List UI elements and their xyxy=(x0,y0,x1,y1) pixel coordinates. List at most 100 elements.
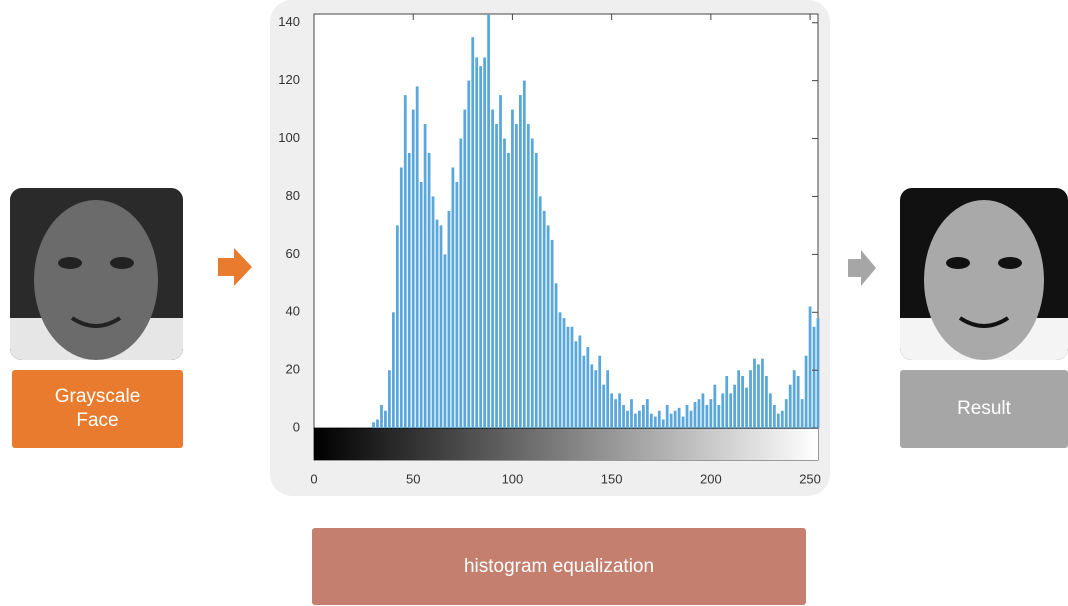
bar xyxy=(546,225,550,429)
bar xyxy=(721,393,725,429)
bar xyxy=(792,370,796,429)
bar xyxy=(399,167,403,429)
bar xyxy=(479,66,483,429)
bar xyxy=(483,57,487,429)
x-tick-label: 250 xyxy=(799,471,821,486)
process-label: histogram equalization xyxy=(312,528,806,605)
bar xyxy=(447,210,451,429)
bar xyxy=(772,404,776,429)
bar xyxy=(403,95,407,429)
bar xyxy=(693,402,697,429)
bar xyxy=(455,181,459,429)
bar xyxy=(705,404,709,429)
bar xyxy=(622,404,625,429)
bar xyxy=(407,153,411,429)
bar xyxy=(749,370,752,429)
bar xyxy=(725,376,729,429)
bar xyxy=(526,124,530,429)
bar xyxy=(554,283,558,429)
bar xyxy=(515,124,518,429)
bar xyxy=(788,384,792,429)
bar xyxy=(765,376,768,429)
bar xyxy=(598,355,602,429)
bar xyxy=(614,399,617,429)
bar xyxy=(677,407,681,429)
y-tick-label: 40 xyxy=(286,304,300,319)
x-tick-label: 200 xyxy=(700,471,722,486)
bar xyxy=(649,413,653,429)
bar xyxy=(542,210,546,429)
bar xyxy=(713,384,717,429)
bar xyxy=(431,196,435,429)
bar xyxy=(610,393,614,429)
bar xyxy=(423,124,427,429)
bar xyxy=(538,196,542,429)
y-tick-label: 100 xyxy=(278,130,300,145)
bar xyxy=(701,393,705,429)
bar xyxy=(800,399,804,429)
bar xyxy=(816,318,820,429)
bar xyxy=(780,410,784,429)
bar xyxy=(669,413,673,429)
bar xyxy=(471,37,475,429)
histogram-chart: 0 20 40 60 80 100 120 140 0 50 100 150 200 250 xyxy=(270,0,830,496)
bar xyxy=(808,306,812,429)
bar xyxy=(768,393,772,429)
bar xyxy=(733,384,737,429)
bar xyxy=(411,109,415,429)
bar xyxy=(384,410,387,429)
bar xyxy=(451,167,455,429)
bar xyxy=(697,399,701,429)
y-tick-label: 140 xyxy=(278,14,300,29)
bar xyxy=(534,153,538,429)
bar xyxy=(812,326,816,429)
bar xyxy=(499,95,502,429)
bar xyxy=(558,312,562,429)
bar xyxy=(463,109,467,429)
bar xyxy=(388,370,391,429)
bar xyxy=(741,376,744,429)
input-photo xyxy=(10,188,183,360)
bar xyxy=(784,399,788,429)
y-tick-label: 60 xyxy=(286,246,300,261)
bar xyxy=(566,326,570,429)
bar xyxy=(638,410,641,429)
bar xyxy=(518,95,522,429)
bar xyxy=(796,376,800,429)
bar xyxy=(380,404,383,429)
x-tick-label: 50 xyxy=(406,471,420,486)
bar xyxy=(475,57,479,429)
bar xyxy=(745,387,748,429)
bar xyxy=(641,404,645,429)
arrow xyxy=(848,250,876,286)
face-graphic xyxy=(900,188,1068,360)
input-label: Grayscale Face xyxy=(12,370,183,448)
bar xyxy=(618,393,621,429)
bar xyxy=(503,138,506,429)
bar xyxy=(419,181,423,429)
bar xyxy=(530,138,534,429)
result-photo xyxy=(900,188,1068,360)
bar xyxy=(653,416,657,429)
bar xyxy=(467,80,471,429)
bar xyxy=(578,335,582,429)
bar xyxy=(586,347,590,429)
bar xyxy=(511,109,514,429)
bar xyxy=(757,364,760,429)
bar xyxy=(776,413,780,429)
x-tick-label: 100 xyxy=(502,471,524,486)
bar xyxy=(590,364,594,429)
bar xyxy=(443,254,447,429)
bar xyxy=(661,419,665,429)
bar xyxy=(634,413,637,429)
colorbar xyxy=(314,428,818,460)
bar xyxy=(685,404,689,429)
bar xyxy=(522,80,526,429)
bar xyxy=(709,399,713,429)
y-tick-label: 20 xyxy=(286,362,300,377)
x-tick-label: 0 xyxy=(310,471,317,486)
bar xyxy=(391,312,395,429)
bar xyxy=(753,358,756,429)
bar xyxy=(645,399,649,429)
